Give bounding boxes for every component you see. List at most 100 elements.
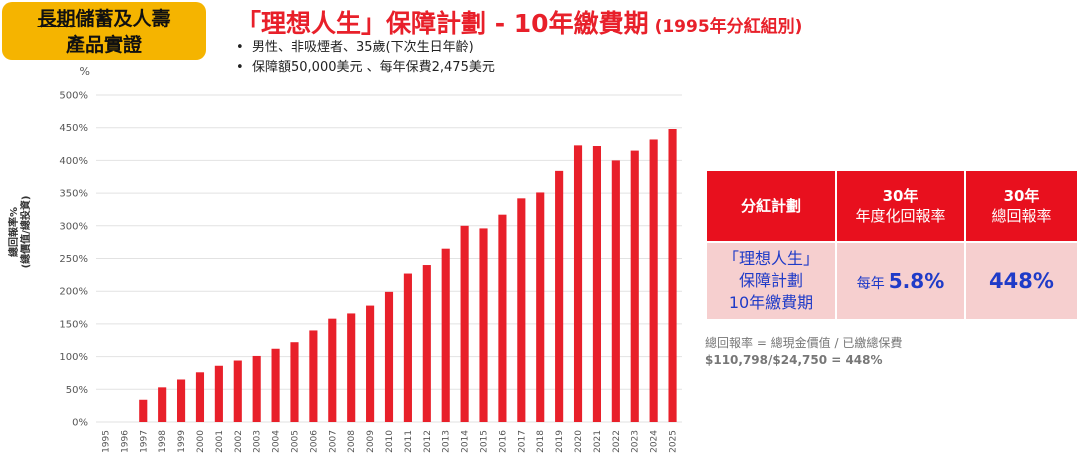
x-tick-label: 2022 — [612, 430, 622, 453]
y-tick-label: 100% — [59, 352, 88, 363]
header-annual-line1: 30年 — [882, 187, 919, 205]
bar — [573, 145, 583, 422]
y-axis-label: 總回報率% (總價值/總投資) — [4, 142, 38, 322]
bar — [290, 342, 299, 422]
page-title: 「理想人生」保障計劃 - 10年繳費期 (1995年分紅組別) — [236, 4, 802, 40]
header-annual-return: 30年年度化回報率 — [837, 171, 964, 241]
total-return-cell: 448% — [966, 243, 1077, 319]
bar — [611, 160, 620, 422]
bullet-item: • 保障額50,000美元 、每年保費2,475美元 — [236, 58, 495, 78]
bullet-list: • 男性、非吸煙者、35歲(下次生日年齡) • 保障額50,000美元 、每年保費2… — [236, 38, 495, 78]
bar — [536, 192, 545, 422]
x-tick-label: 2017 — [517, 430, 527, 453]
annual-return-value: 5.8% — [888, 269, 945, 293]
bar — [366, 305, 375, 422]
badge-text: 儲蓄及人壽 — [75, 8, 171, 30]
bar — [214, 365, 223, 422]
y-axis-label-line2: (總價值/總投資) — [21, 195, 32, 269]
total-return-value: 448% — [989, 269, 1054, 293]
annual-prefix: 每年 — [856, 276, 885, 292]
annual-return-cell: 每年 5.8% — [837, 243, 964, 319]
table-row: 「理想人生」 保障計劃 10年繳費期 每年 5.8% 448% — [707, 243, 1077, 319]
x-tick-label: 1998 — [158, 430, 168, 453]
x-tick-label: 2004 — [272, 430, 282, 453]
x-tick-label: 2002 — [234, 430, 244, 453]
bullet-dot: • — [236, 60, 244, 75]
header-annual-line2: 年度化回報率 — [855, 207, 946, 225]
x-tick-label: 2019 — [555, 430, 565, 453]
x-tick-label: 1999 — [177, 430, 187, 453]
x-tick-label: 1996 — [120, 430, 130, 453]
formula-note: 總回報率 = 總現金價值 / 已繳總保費 $110,798/$24,750 = … — [705, 335, 902, 369]
title-main: 「理想人生」保障計劃 - 10年繳費期 — [236, 9, 649, 38]
bar — [271, 348, 280, 422]
formula-calculation: $110,798/$24,750 = 448% — [705, 353, 883, 367]
bullet-dot: • — [236, 40, 244, 55]
bar — [177, 379, 186, 422]
x-tick-label: 2025 — [669, 430, 679, 453]
x-tick-label: 2014 — [461, 430, 471, 453]
x-tick-label: 2015 — [480, 430, 490, 453]
header-plan-text: 分紅計劃 — [740, 197, 801, 215]
x-tick-label: 2010 — [385, 430, 395, 453]
y-tick-label: 250% — [59, 254, 88, 265]
formula-definition: 總回報率 = 總現金價值 / 已繳總保費 — [705, 336, 903, 350]
x-tick-label: 1997 — [139, 430, 149, 453]
bar — [422, 265, 431, 422]
x-tick-label: 2023 — [631, 430, 641, 453]
y-tick-label: 0% — [72, 418, 88, 429]
header-plan: 分紅計劃 — [707, 171, 835, 241]
bar — [347, 313, 356, 422]
y-unit-label: % — [80, 65, 90, 78]
x-tick-label: 2000 — [196, 430, 206, 453]
x-tick-label: 2011 — [404, 430, 414, 453]
x-tick-label: 2006 — [309, 430, 319, 453]
badge-line1: 長期儲蓄及人壽 — [2, 6, 206, 32]
y-tick-label: 500% — [59, 91, 88, 102]
bar — [139, 399, 148, 422]
plan-line: 保障計劃 — [738, 271, 803, 290]
bar — [630, 150, 639, 422]
bar — [403, 273, 412, 422]
x-tick-label: 2012 — [423, 430, 433, 453]
plan-name-cell: 「理想人生」 保障計劃 10年繳費期 — [707, 243, 835, 319]
bar-chart: % 0% 50% 100% 150% 200% 250% 300% 350% 400% 450% 50… — [59, 65, 682, 453]
x-tick-label: 2018 — [536, 430, 546, 453]
y-tick-label: 450% — [59, 123, 88, 134]
plan-line: 10年繳費期 — [728, 293, 814, 312]
product-badge: 長期儲蓄及人壽 產品實證 — [2, 2, 206, 60]
bar — [309, 330, 318, 422]
bar — [592, 146, 601, 422]
x-tick-label: 2020 — [574, 430, 584, 453]
header-total-return: 30年 總回報率 — [966, 171, 1077, 241]
x-tick-label: 2005 — [290, 430, 300, 453]
bullet-item: • 男性、非吸煙者、35歲(下次生日年齡) — [236, 38, 495, 58]
bar — [252, 355, 261, 422]
x-tick-label: 1995 — [101, 430, 111, 453]
y-tick-label: 200% — [59, 287, 88, 298]
bullet-text: 男性、非吸煙者、35歲(下次生日年齡) — [252, 40, 474, 55]
bar — [479, 228, 488, 422]
x-tick-label: 2001 — [215, 430, 225, 453]
plan-line: 「理想人生」 — [722, 249, 819, 268]
bar — [195, 372, 205, 422]
return-summary-table: 分紅計劃 30年年度化回報率 30年 總回報率 「理想人生」 保障計劃 10年繳費… — [705, 169, 1079, 321]
header-total-line2: 總回報率 — [991, 207, 1052, 225]
y-tick-label: 400% — [59, 156, 88, 167]
x-tick-label: 2003 — [253, 430, 263, 453]
y-tick-label: 350% — [59, 189, 88, 200]
bar — [158, 387, 167, 422]
bar — [328, 318, 337, 422]
bar — [649, 139, 658, 423]
badge-line2: 產品實證 — [65, 34, 142, 56]
bar — [441, 248, 450, 422]
x-tick-label: 2024 — [650, 430, 660, 453]
x-tick-label: 2016 — [498, 430, 508, 453]
y-tick-label: 150% — [59, 319, 88, 330]
bar — [517, 198, 526, 422]
bar — [384, 291, 394, 422]
x-tick-label: 2013 — [442, 430, 452, 453]
bullet-text: 保障額50,000美元 、每年保費2,475美元 — [252, 60, 495, 75]
bar — [460, 225, 469, 422]
bar — [668, 129, 677, 422]
